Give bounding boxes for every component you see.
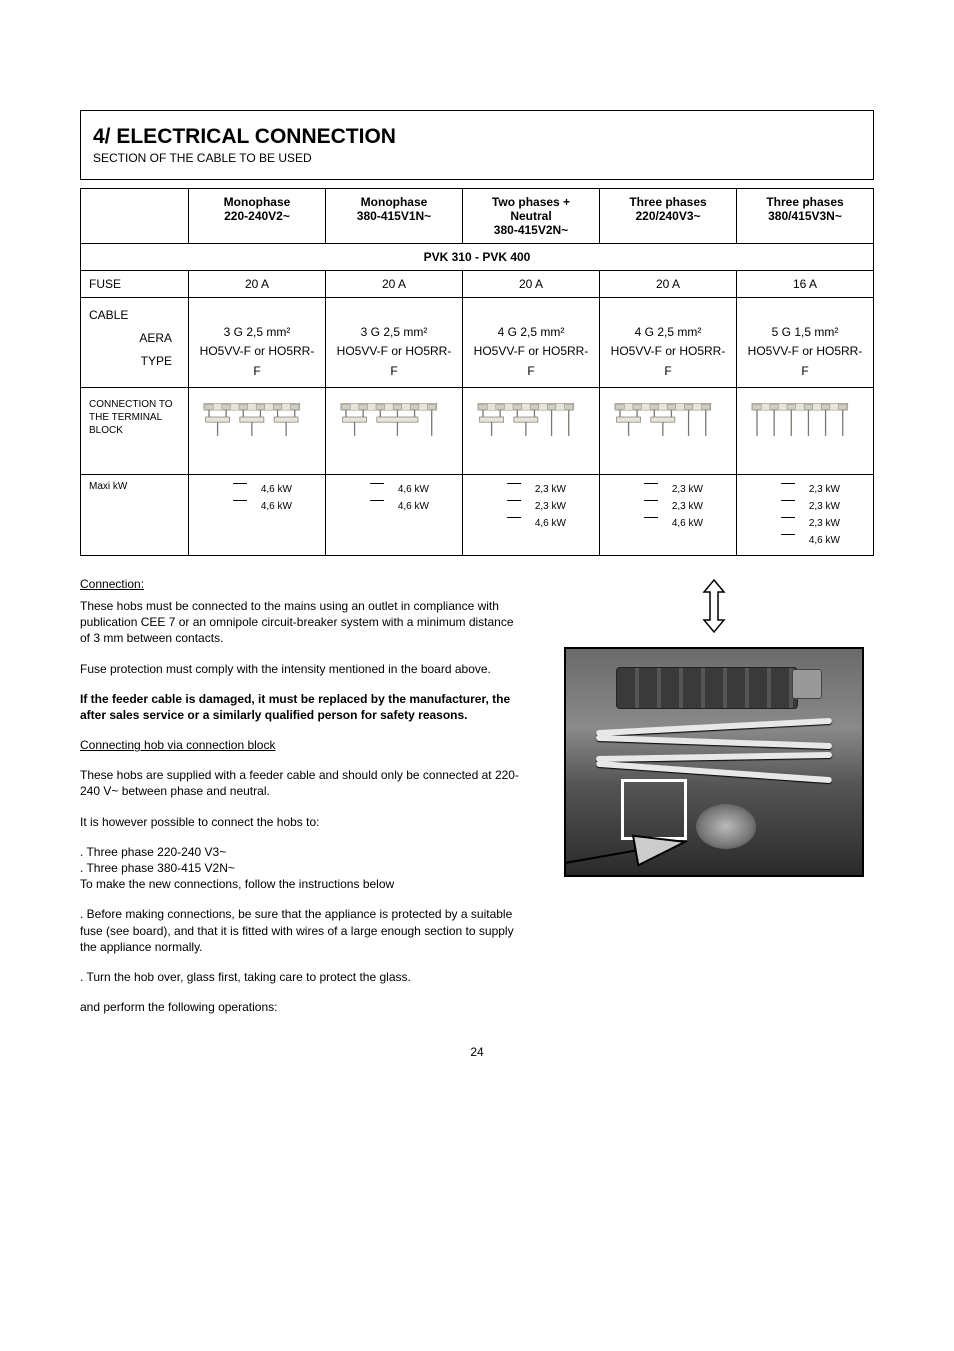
term-c5 [737, 387, 874, 474]
type-c3: HO5VV-F or HO5RR-F [474, 344, 589, 377]
section-title-box: 4/ ELECTRICAL CONNECTION SECTION OF THE … [80, 110, 874, 180]
model-row: PVK 310 - PVK 400 [81, 244, 874, 271]
fuse-c5: 16 A [737, 271, 874, 298]
right-l2: . Three phase 380-415 V2N~ [80, 861, 235, 875]
area-label: AERA [89, 327, 180, 350]
col-header-1: Monophase 220-240V2~ [189, 189, 326, 244]
col3-l2: Neutral [510, 209, 551, 223]
term-c3 [463, 387, 600, 474]
area-c1: 3 G 2,5 mm² [224, 325, 291, 339]
type-c2: HO5VV-F or HO5RR-F [337, 344, 452, 377]
connection-table: Monophase 220-240V2~ Monophase 380-415V1… [80, 188, 874, 556]
conn-label: CONNECTION TO THE TERMINAL BLOCK [81, 387, 189, 474]
col-header-2: Monophase 380-415V1N~ [326, 189, 463, 244]
fuse-c3: 20 A [463, 271, 600, 298]
right-s2: . Turn the hob over, glass first, taking… [80, 969, 524, 985]
section-title: 4/ ELECTRICAL CONNECTION [93, 125, 861, 149]
col4-l2: 220/240V3~ [635, 209, 700, 223]
cable-label: CABLE [89, 308, 128, 322]
term-c2 [326, 387, 463, 474]
term-c1 [189, 387, 326, 474]
right-l1: . Three phase 220-240 V3~ [80, 845, 226, 859]
left-p3: If the feeder cable is damaged, it must … [80, 692, 510, 722]
col3-l3: 380-415V2N~ [494, 223, 568, 237]
col3-l1: Two phases + [492, 195, 570, 209]
connection-heading: Connection: [80, 576, 524, 592]
left-p4: These hobs are supplied with a feeder ca… [80, 767, 524, 799]
kw-c4: 2,3 kW 2,3 kW 4,6 kW [600, 474, 737, 555]
type-c4: HO5VV-F or HO5RR-F [611, 344, 726, 377]
col2-l1: Monophase [361, 195, 428, 209]
kw-c1: 4,6 kW 4,6 kW [189, 474, 326, 555]
type-c1: HO5VV-F or HO5RR-F [200, 344, 315, 377]
col-header-3: Two phases + Neutral 380-415V2N~ [463, 189, 600, 244]
fuse-c1: 20 A [189, 271, 326, 298]
col4-l1: Three phases [629, 195, 706, 209]
term-c4 [600, 387, 737, 474]
kw-c2: 4,6 kW 4,6 kW [326, 474, 463, 555]
left-p1: These hobs must be connected to the main… [80, 598, 524, 647]
header-blank [81, 189, 189, 244]
cable-c3: 4 G 2,5 mm² HO5VV-F or HO5RR-F [463, 298, 600, 388]
terminal-photo [564, 647, 864, 877]
area-c4: 4 G 2,5 mm² [635, 325, 702, 339]
area-c2: 3 G 2,5 mm² [361, 325, 428, 339]
col1-l2: 220-240V2~ [224, 209, 290, 223]
connect-block-heading: Connecting hob via connection block [80, 738, 275, 752]
kw-label: Maxi kW [81, 474, 189, 555]
section-subtitle: SECTION OF THE CABLE TO BE USED [93, 151, 861, 165]
cable-cell: CABLE AERA TYPE [81, 298, 189, 388]
fuse-c2: 20 A [326, 271, 463, 298]
area-c3: 4 G 2,5 mm² [498, 325, 565, 339]
kw-c5: 2,3 kW 2,3 kW 2,3 kW 4,6 kW [737, 474, 874, 555]
col-header-4: Three phases 220/240V3~ [600, 189, 737, 244]
fuse-label: FUSE [81, 271, 189, 298]
area-c5: 5 G 1,5 mm² [772, 325, 839, 339]
cable-c5: 5 G 1,5 mm² HO5VV-F or HO5RR-F [737, 298, 874, 388]
right-p2: To make the new connections, follow the … [80, 876, 524, 892]
type-c5: HO5VV-F or HO5RR-F [748, 344, 863, 377]
right-op: and perform the following operations: [80, 999, 524, 1015]
col5-l1: Three phases [766, 195, 843, 209]
photo-arrow-icon [564, 824, 696, 877]
left-column: Connection: These hobs must be connected… [80, 576, 524, 1030]
col1-l1: Monophase [224, 195, 291, 209]
kw-c3: 2,3 kW 2,3 kW 4,6 kW [463, 474, 600, 555]
cable-c4: 4 G 2,5 mm² HO5VV-F or HO5RR-F [600, 298, 737, 388]
type-label: TYPE [89, 350, 180, 373]
col-header-5: Three phases 380/415V3N~ [737, 189, 874, 244]
double-arrow-icon [694, 576, 734, 641]
col5-l2: 380/415V3N~ [768, 209, 842, 223]
right-p1: It is however possible to connect the ho… [80, 814, 524, 830]
col2-l2: 380-415V1N~ [357, 209, 431, 223]
fuse-c4: 20 A [600, 271, 737, 298]
right-s1: . Before making connections, be sure tha… [80, 906, 524, 955]
page-number: 24 [0, 1045, 954, 1059]
left-p2: Fuse protection must comply with the int… [80, 661, 524, 677]
right-column [554, 576, 874, 1030]
cable-c1: 3 G 2,5 mm² HO5VV-F or HO5RR-F [189, 298, 326, 388]
cable-c2: 3 G 2,5 mm² HO5VV-F or HO5RR-F [326, 298, 463, 388]
